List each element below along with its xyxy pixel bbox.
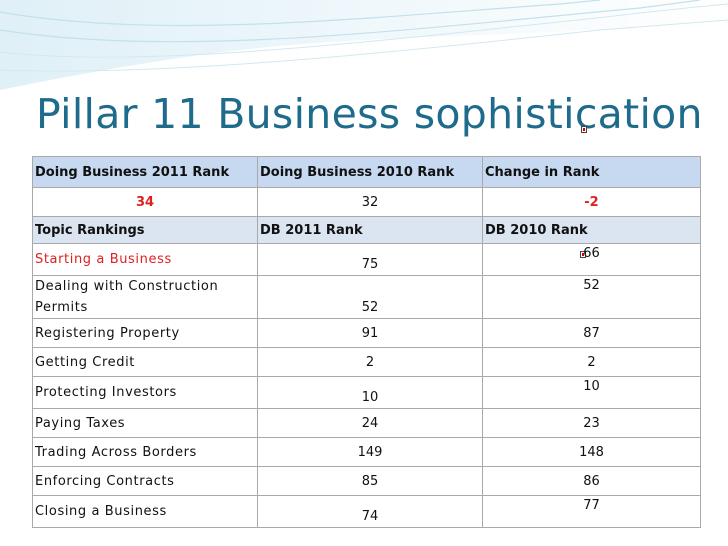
selection-handle-icon[interactable] <box>581 126 587 133</box>
db2011-value: 75 <box>257 243 483 276</box>
topic-link[interactable]: Dealing with Construction Permits <box>32 275 258 319</box>
topic-link[interactable]: Registering Property <box>32 318 258 348</box>
table-row: Enforcing Contracts 85 86 <box>32 466 701 496</box>
subheader-row: Topic Rankings DB 2011 Rank DB 2010 Rank <box>32 216 701 244</box>
table-row: Paying Taxes 24 23 <box>32 408 701 438</box>
db2011-value: 52 <box>257 275 483 319</box>
header-change: Change in Rank <box>482 156 701 188</box>
table-row: Closing a Business 74 77 <box>32 495 701 528</box>
table-row: Getting Credit 2 2 <box>32 347 701 377</box>
table-row: Dealing with Construction Permits 52 52 <box>32 275 701 319</box>
db2010-value: 52 <box>482 275 701 319</box>
table-row: Trading Across Borders 149 148 <box>32 437 701 467</box>
db2011-value: 91 <box>257 318 483 348</box>
db2011-value: 24 <box>257 408 483 438</box>
db2010-value: 10 <box>482 376 701 409</box>
db2010-value: 66 <box>482 243 701 276</box>
db2010-value: 23 <box>482 408 701 438</box>
db2010-value: 148 <box>482 437 701 467</box>
topic-link[interactable]: Protecting Investors <box>32 376 258 409</box>
header-db2010: Doing Business 2010 Rank <box>257 156 483 188</box>
topic-link[interactable]: Trading Across Borders <box>32 437 258 467</box>
table-row: Starting a Business 75 66 <box>32 243 701 276</box>
header-db2011: Doing Business 2011 Rank <box>32 156 258 188</box>
summary-row: 34 32 -2 <box>32 187 701 217</box>
db2011-value: 85 <box>257 466 483 496</box>
db2011-value: 74 <box>257 495 483 528</box>
topic-link[interactable]: Closing a Business <box>32 495 258 528</box>
subheader-topic: Topic Rankings <box>32 216 258 244</box>
summary-rank-2010: 32 <box>257 187 483 217</box>
topic-link[interactable]: Enforcing Contracts <box>32 466 258 496</box>
table-header-row: Doing Business 2011 Rank Doing Business … <box>32 156 701 188</box>
subheader-db2010: DB 2010 Rank <box>482 216 701 244</box>
topic-link[interactable]: Starting a Business <box>32 243 258 276</box>
table-row: Registering Property 91 87 <box>32 318 701 348</box>
table-row: Protecting Investors 10 10 <box>32 376 701 409</box>
topic-link[interactable]: Getting Credit <box>32 347 258 377</box>
topic-link[interactable]: Paying Taxes <box>32 408 258 438</box>
subheader-db2011: DB 2011 Rank <box>257 216 483 244</box>
db2011-value: 2 <box>257 347 483 377</box>
db2010-value: 2 <box>482 347 701 377</box>
summary-rank-2011: 34 <box>32 187 258 217</box>
db2010-value: 87 <box>482 318 701 348</box>
db2011-value: 149 <box>257 437 483 467</box>
summary-change: -2 <box>482 187 701 217</box>
db2010-value: 86 <box>482 466 701 496</box>
db2011-value: 10 <box>257 376 483 409</box>
db2010-value: 77 <box>482 495 701 528</box>
slide-title: Pillar 11 Business sophistication <box>36 90 703 138</box>
ranking-table: Doing Business 2011 Rank Doing Business … <box>32 156 701 528</box>
